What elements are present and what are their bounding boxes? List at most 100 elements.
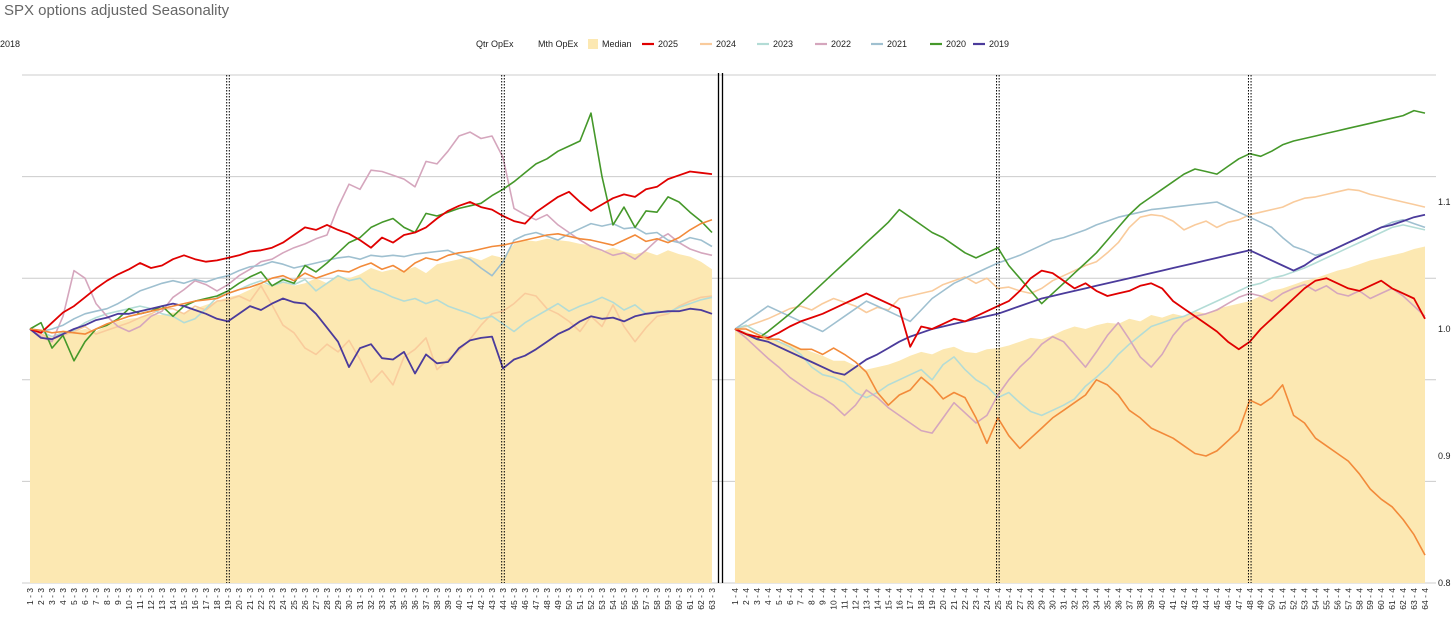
panel-right-x-tick-label: 57 - 4: [1343, 588, 1353, 610]
panel-left-x-tick-label: 33 - 3: [377, 588, 387, 610]
panel-left-x-tick-label: 17 - 3: [201, 588, 211, 610]
legend-label: 2021: [887, 39, 907, 49]
panel-left-x-tick-label: 58 - 3: [652, 588, 662, 610]
panel-right-x-tick-label: 21 - 4: [949, 588, 959, 610]
panel-left-x-tick-label: 55 - 3: [619, 588, 629, 610]
legend-label: Mth OpEx: [538, 39, 579, 49]
panel-left-x-tick-label: 38 - 3: [432, 588, 442, 610]
panel-left-x-tick-label: 34 - 3: [388, 588, 398, 610]
panel-right-x-tick-label: 3 - 4: [752, 588, 762, 605]
legend-swatch-median: [588, 39, 598, 49]
legend-label: 2020: [946, 39, 966, 49]
panel-right-x-tick-label: 23 - 4: [971, 588, 981, 610]
panel-right-x-tick-label: 47 - 4: [1234, 588, 1244, 610]
panel-right-x-tick-label: 38 - 4: [1135, 588, 1145, 610]
panel-right-x-tick-label: 53 - 4: [1300, 588, 1310, 610]
legend-label: Qtr OpEx: [476, 39, 514, 49]
panel-left-x-tick-label: 59 - 3: [663, 588, 673, 610]
panel-left-series-median-area: [30, 238, 712, 584]
panel-left-x-tick-label: 28 - 3: [322, 588, 332, 610]
panel-right-x-tick-label: 36 - 4: [1113, 588, 1123, 610]
panel-left-x-tick-label: 39 - 3: [443, 588, 453, 610]
panel-left-series-2023-line: [29, 274, 713, 338]
panel-right-x-tick-label: 61 - 4: [1387, 588, 1397, 610]
panel-left-x-tick-label: 24 - 3: [278, 588, 288, 610]
panel-right-x-tick-label: 27 - 4: [1015, 588, 1025, 610]
panel-right-x-tick-label: 24 - 4: [982, 588, 992, 610]
panel-right-x-tick-label: 20 - 4: [938, 588, 948, 610]
panel-left-x-tick-label: 20 - 3: [234, 588, 244, 610]
panel-left-x-tick-label: 46 - 3: [520, 588, 530, 610]
panel-left-x-tick-label: 6 - 3: [80, 588, 90, 605]
panel-left-x-tick-label: 22 - 3: [256, 588, 266, 610]
panel-right-x-tick-label: 44 - 4: [1201, 588, 1211, 610]
panel-right-x-tick-label: 22 - 4: [960, 588, 970, 610]
panel-right-x-tick-label: 16 - 4: [894, 588, 904, 610]
panel-right-x-tick-label: 2 - 4: [741, 588, 751, 605]
panel-right-x-tick-label: 30 - 4: [1048, 588, 1058, 610]
panel-right-series-2021-line: [734, 201, 1426, 333]
panel-left-series-2018-line: [29, 219, 713, 335]
panel-left-x-tick-label: 53 - 3: [597, 588, 607, 610]
panel-right-x-tick-label: 14 - 4: [872, 588, 882, 610]
panel-right-x-tick-label: 35 - 4: [1102, 588, 1112, 610]
panel-right-series-2019-line: [734, 213, 1426, 376]
panel-right-x-tick-label: 41 - 4: [1168, 588, 1178, 610]
panel-left-x-tick-label: 42 - 3: [476, 588, 486, 610]
panel-left-x-tick-label: 25 - 3: [289, 588, 299, 610]
panel-left-x-tick-label: 45 - 3: [509, 588, 519, 610]
panel-left-x-tick-label: 27 - 3: [311, 588, 321, 610]
panel-left-x-tick-label: 5 - 3: [69, 588, 79, 605]
panel-right-x-tick-label: 60 - 4: [1376, 588, 1386, 610]
panel-right-x-tick-label: 59 - 4: [1365, 588, 1375, 610]
panel-left-x-tick-label: 29 - 3: [333, 588, 343, 610]
panel-right-x-tick-label: 4 - 4: [763, 588, 773, 605]
legend-label: 2023: [773, 39, 793, 49]
panel-left-x-tick-label: 26 - 3: [300, 588, 310, 610]
chart-title: SPX options adjusted Seasonality: [4, 2, 230, 19]
panel-right-x-tick-label: 40 - 4: [1157, 588, 1167, 610]
panel-right-x-tick-label: 55 - 4: [1321, 588, 1331, 610]
panel-left-x-tick-label: 61 - 3: [685, 588, 695, 610]
panel-left-x-tick-label: 36 - 3: [410, 588, 420, 610]
panel-right-x-tick-label: 13 - 4: [861, 588, 871, 610]
panel-right-x-tick-label: 28 - 4: [1026, 588, 1036, 610]
panel-right-x-tick-label: 45 - 4: [1212, 588, 1222, 610]
panel-right-x-tick-label: 25 - 4: [993, 588, 1003, 610]
panel-left-series-2024-line: [29, 284, 713, 386]
panel-left-x-tick-label: 50 - 3: [564, 588, 574, 610]
panel-left-x-tick-label: 19 - 3: [223, 588, 233, 610]
y-tick-label: 0.9: [1438, 451, 1451, 461]
panel-left-x-tick-label: 30 - 3: [344, 588, 354, 610]
panel-left-x-tick-label: 44 - 3: [498, 588, 508, 610]
panel-left-x-tick-label: 1 - 3: [25, 588, 35, 605]
panel-right-x-tick-label: 43 - 4: [1190, 588, 1200, 610]
legend-label: 2025: [658, 39, 678, 49]
panel-right-x-tick-label: 37 - 4: [1124, 588, 1134, 610]
legend-label: Median: [602, 39, 632, 49]
panel-right-x-tick-label: 7 - 4: [796, 588, 806, 605]
panel-right-x-tick-label: 15 - 4: [883, 588, 893, 610]
panel-right-x-tick-label: 51 - 4: [1278, 588, 1288, 610]
panel-right-x-tick-label: 62 - 4: [1398, 588, 1408, 610]
panel-left-x-tick-label: 54 - 3: [608, 588, 618, 610]
panel-right-x-tick-label: 29 - 4: [1037, 588, 1047, 610]
legend-label: 2022: [831, 39, 851, 49]
panel-right-x-tick-label: 56 - 4: [1332, 588, 1342, 610]
panel-left-x-tick-label: 40 - 3: [454, 588, 464, 610]
panel-left-x-tick-label: 32 - 3: [366, 588, 376, 610]
panel-right-series-2025-line: [734, 269, 1426, 351]
panel-right-x-tick-label: 6 - 4: [785, 588, 795, 605]
panel-right-x-tick-label: 19 - 4: [927, 588, 937, 610]
panel-right-x-tick-label: 49 - 4: [1256, 588, 1266, 610]
panel-right-x-tick-label: 33 - 4: [1081, 588, 1091, 610]
panel-right-series-2022-line: [734, 283, 1426, 434]
panel-right-x-tick-label: 12 - 4: [851, 588, 861, 610]
panel-right-x-tick-label: 42 - 4: [1179, 588, 1189, 610]
panel-left-x-tick-label: 48 - 3: [542, 588, 552, 610]
panel-left-x-tick-label: 52 - 3: [586, 588, 596, 610]
panel-right-series-median-area: [735, 246, 1425, 583]
panel-right-series-2020-line: [734, 109, 1426, 341]
panel-left-x-tick-label: 4 - 3: [58, 588, 68, 605]
panel-right-x-tick-label: 17 - 4: [905, 588, 915, 610]
